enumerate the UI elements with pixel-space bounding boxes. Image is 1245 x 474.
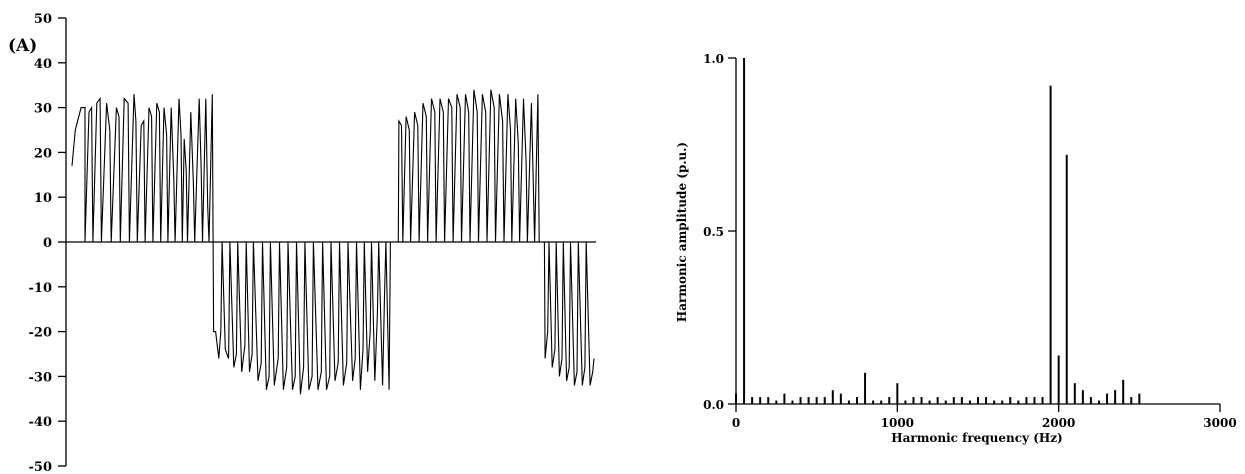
y-tick-label: -20 <box>29 326 53 341</box>
y-axis-title: Harmonic amplitude (p.u.) <box>675 142 689 322</box>
y-tick-label: 40 <box>34 57 52 72</box>
y-tick-label: 1.0 <box>703 52 724 66</box>
y-tick-label: 50 <box>34 12 52 27</box>
y-tick-label: 30 <box>34 102 52 117</box>
unit-label: (A) <box>8 36 37 56</box>
harmonic-spectrum-chart: 0 1000 2000 3000 0.0 0.5 1.0 Harmonic frequen… <box>675 52 1237 445</box>
y-tick-label: 0.5 <box>703 225 724 239</box>
x-tick-label: 0 <box>732 416 740 430</box>
y-tick-label: 0 <box>43 236 52 251</box>
y-tick-label: -10 <box>29 281 53 296</box>
y-tick-group: 50 40 30 20 10 0 -10 -20 -30 -40 -50 <box>29 12 66 474</box>
x-tick-label: 1000 <box>881 416 914 430</box>
y-tick-label: -30 <box>29 370 53 385</box>
y-tick-label: 0.0 <box>703 398 724 412</box>
y-tick-label: 20 <box>34 146 52 161</box>
x-axis-title: Harmonic frequency (Hz) <box>891 431 1062 445</box>
y-tick-label: -40 <box>29 415 53 430</box>
y-tick-label: -50 <box>29 460 53 474</box>
x-tick-label: 2000 <box>1042 416 1075 430</box>
current-waveform-line <box>71 89 595 395</box>
harmonic-bars <box>735 58 1141 404</box>
x-tick-group: 0 1000 2000 3000 <box>732 404 1237 430</box>
y-tick-label: 10 <box>34 191 52 206</box>
y-tick-group-right: 0.0 0.5 1.0 <box>703 52 736 412</box>
current-waveform-chart: 50 40 30 20 10 0 -10 -20 -30 -40 -50 (A) <box>8 12 596 474</box>
x-tick-label: 3000 <box>1203 416 1236 430</box>
